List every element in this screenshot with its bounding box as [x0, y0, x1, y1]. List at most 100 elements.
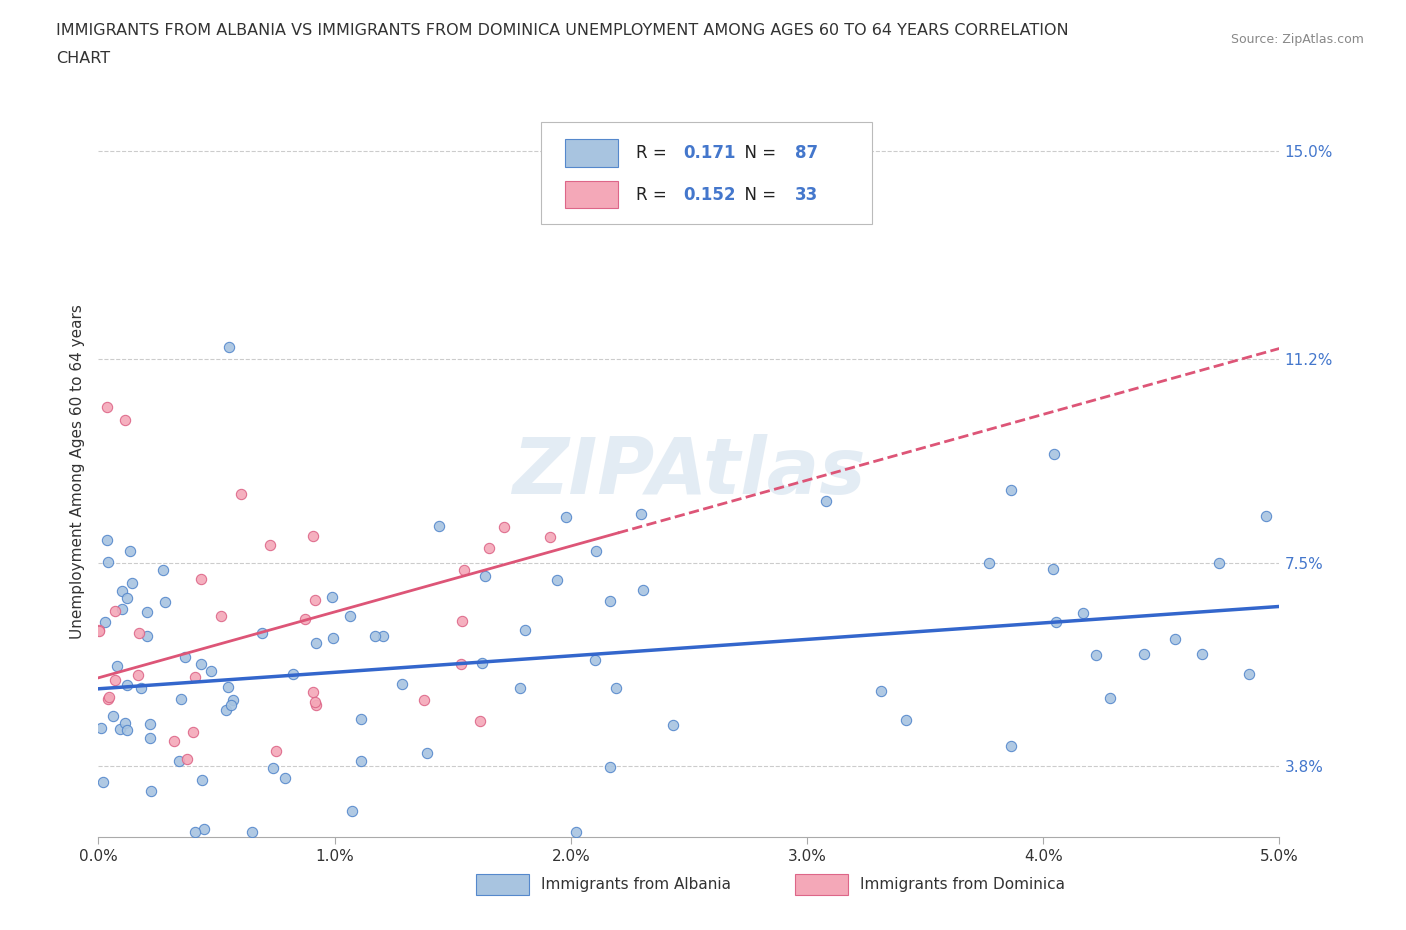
Point: [191, 772, 214, 787]
Point: [630, 507, 652, 522]
Point: [105, 658, 128, 673]
Point: [96, 533, 118, 548]
Point: [108, 722, 131, 737]
Point: [471, 656, 494, 671]
Point: [340, 804, 363, 818]
Point: [869, 684, 891, 698]
Point: [281, 667, 304, 682]
Point: [977, 555, 1000, 570]
Text: Source: ZipAtlas.com: Source: ZipAtlas.com: [1230, 33, 1364, 46]
Point: [1000, 483, 1022, 498]
Point: [1042, 562, 1064, 577]
Point: [193, 822, 215, 837]
Point: [555, 510, 578, 525]
Text: Immigrants from Albania: Immigrants from Albania: [541, 877, 731, 892]
Point: [128, 625, 150, 640]
Point: [184, 670, 207, 684]
FancyBboxPatch shape: [541, 122, 872, 224]
Point: [101, 709, 124, 724]
Point: [87, 623, 110, 638]
Point: [93, 774, 115, 789]
Point: [115, 677, 138, 692]
Text: R =: R =: [636, 144, 672, 162]
Point: [136, 629, 159, 644]
Point: [450, 657, 472, 671]
Point: [538, 529, 561, 544]
Point: [1191, 646, 1213, 661]
Point: [1164, 631, 1187, 646]
Point: [304, 695, 326, 710]
Point: [599, 593, 621, 608]
Point: [373, 628, 395, 643]
Point: [391, 676, 413, 691]
Point: [1208, 556, 1230, 571]
Point: [583, 653, 606, 668]
Point: [1071, 605, 1094, 620]
Point: [305, 698, 328, 712]
Point: [121, 576, 143, 591]
Point: [139, 731, 162, 746]
FancyBboxPatch shape: [565, 140, 619, 166]
Point: [111, 601, 134, 616]
Point: [322, 631, 344, 645]
Text: CHART: CHART: [56, 51, 110, 66]
FancyBboxPatch shape: [796, 873, 848, 896]
Point: [1045, 614, 1067, 629]
Point: [117, 722, 139, 737]
Point: [599, 759, 621, 774]
Point: [152, 563, 174, 578]
Point: [96, 399, 118, 414]
Point: [1256, 509, 1278, 524]
Point: [169, 692, 191, 707]
Point: [513, 622, 536, 637]
Point: [302, 529, 325, 544]
Point: [94, 615, 117, 630]
Point: [90, 721, 112, 736]
Point: [274, 771, 297, 786]
Text: Immigrants from Dominica: Immigrants from Dominica: [860, 877, 1066, 892]
Point: [190, 571, 212, 586]
Point: [190, 657, 212, 671]
Point: [111, 583, 134, 598]
Point: [1042, 446, 1064, 461]
Point: [631, 582, 654, 597]
Point: [217, 680, 239, 695]
Point: [262, 760, 284, 775]
Point: [1132, 647, 1154, 662]
Point: [474, 568, 496, 583]
Point: [114, 412, 136, 427]
Point: [129, 680, 152, 695]
Text: 0.152: 0.152: [683, 186, 735, 204]
Point: [662, 718, 685, 733]
Text: N =: N =: [734, 144, 782, 162]
Point: [240, 824, 263, 839]
Text: 0.171: 0.171: [683, 144, 735, 162]
Point: [350, 711, 373, 726]
Point: [173, 650, 195, 665]
Point: [176, 751, 198, 766]
Text: 33: 33: [796, 186, 818, 204]
Point: [585, 543, 607, 558]
Point: [114, 716, 136, 731]
Point: [231, 487, 253, 502]
Point: [127, 667, 149, 682]
Point: [118, 544, 141, 559]
Point: [350, 753, 373, 768]
Point: [494, 519, 516, 534]
Y-axis label: Unemployment Among Ages 60 to 64 years: Unemployment Among Ages 60 to 64 years: [69, 304, 84, 640]
Point: [814, 493, 837, 508]
Point: [364, 629, 387, 644]
Point: [167, 753, 190, 768]
Point: [468, 713, 491, 728]
Point: [218, 339, 240, 354]
Text: R =: R =: [636, 186, 672, 204]
Point: [416, 746, 439, 761]
Text: 87: 87: [796, 144, 818, 162]
Point: [200, 663, 222, 678]
Point: [321, 590, 343, 604]
FancyBboxPatch shape: [477, 873, 530, 896]
Point: [104, 673, 127, 688]
Point: [339, 609, 361, 624]
Point: [97, 692, 120, 707]
Point: [221, 693, 243, 708]
